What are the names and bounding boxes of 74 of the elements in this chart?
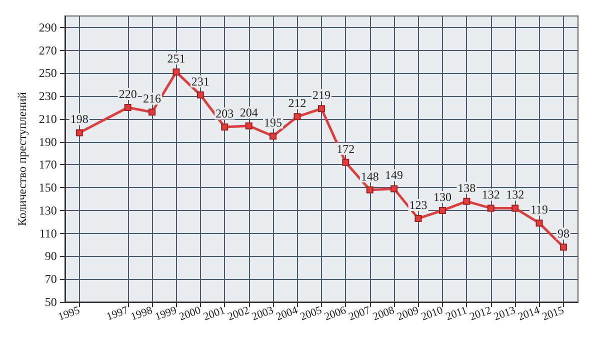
y-tick-label: 170	[38, 158, 57, 172]
point	[245, 122, 252, 130]
x-tick-label: 2004	[274, 304, 300, 324]
data-label: 172	[336, 142, 355, 156]
point	[390, 185, 398, 192]
y-tick-label: 150	[38, 180, 57, 195]
data-label: 123	[409, 198, 428, 212]
x-tick-label: 2015	[540, 304, 566, 324]
point	[318, 105, 325, 112]
point	[294, 113, 301, 120]
x-tick-label: 2009	[396, 304, 421, 324]
x-tick-label: 2001	[202, 304, 227, 324]
point	[366, 186, 374, 194]
point	[463, 198, 470, 205]
y-tick-label: 130	[38, 203, 57, 218]
y-tick-label: 210	[38, 112, 57, 126]
x-tick-label: 2007	[347, 304, 372, 324]
y-tick-label: 250	[38, 66, 57, 80]
x-tick-label: 2003	[250, 304, 276, 324]
x-tick-label: 1999	[154, 304, 179, 324]
point	[196, 91, 204, 98]
x-tick-label: 2013	[492, 304, 518, 324]
y-tick-label: 50	[44, 295, 57, 309]
y-tick-label: 70	[44, 272, 57, 286]
data-label: 132	[506, 188, 524, 202]
data-label: 148	[360, 169, 379, 184]
data-label: 198	[70, 112, 88, 126]
data-label: 203	[216, 106, 234, 120]
point	[342, 158, 350, 166]
point	[487, 204, 494, 212]
data-label: 149	[385, 168, 404, 182]
y-tick-label: 90	[44, 249, 57, 264]
point	[124, 104, 132, 112]
x-tick-label: 2008	[371, 304, 397, 324]
y-tick-label: 270	[38, 43, 57, 58]
data-label: 98	[557, 226, 570, 241]
data-label: 251	[167, 52, 186, 66]
data-label: 119	[530, 202, 548, 217]
point	[172, 68, 180, 76]
point	[221, 123, 228, 130]
data-label: 216	[143, 92, 162, 106]
point	[414, 214, 422, 222]
x-tick-label: 2014	[516, 304, 542, 324]
x-tick-label: 1995	[56, 304, 82, 324]
y-tick-label: 190	[38, 134, 57, 149]
y-tick-label: 290	[38, 20, 57, 34]
data-label: 130	[433, 190, 452, 204]
data-label: 212	[288, 96, 306, 110]
point	[536, 220, 543, 227]
data-label: 231	[191, 74, 210, 88]
point	[560, 244, 567, 251]
x-tick-label: 2005	[298, 304, 324, 324]
point	[438, 206, 446, 214]
x-tick-label: 2006	[322, 304, 348, 324]
y-tick-label: 230	[38, 89, 57, 104]
point	[148, 108, 156, 116]
data-label: 219	[312, 88, 330, 102]
x-tick-label: 2011	[444, 304, 469, 324]
data-label: 132	[482, 188, 500, 202]
x-tick-label: 1998	[129, 304, 155, 324]
y-axis-title: Количество преступлений	[15, 91, 29, 226]
data-label: 220	[118, 87, 137, 102]
x-tick-label: 2012	[468, 304, 493, 324]
x-tick-label: 2002	[226, 304, 251, 324]
point	[76, 129, 83, 136]
x-tick-label: 1997	[105, 304, 130, 324]
point	[512, 204, 519, 212]
x-tick-label: 2010	[420, 304, 445, 324]
y-tick-label: 110	[39, 226, 57, 240]
data-label: 204	[240, 105, 258, 120]
data-label: 138	[458, 180, 476, 195]
x-tick-label: 2000	[178, 304, 203, 324]
point	[270, 132, 277, 140]
data-label: 195	[264, 116, 282, 130]
